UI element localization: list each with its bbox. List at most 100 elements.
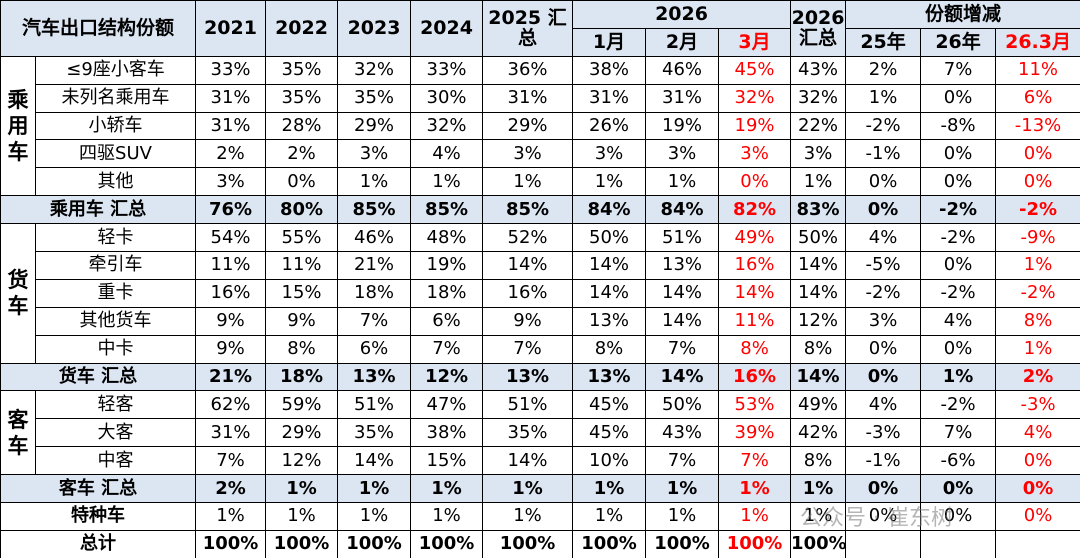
value-cell: 35% bbox=[337, 83, 412, 113]
table-row: 乘用车 汇总 76% 80% 85% 85% 85% 84% 84% 82% 83% 0% -2% -2… bbox=[0, 195, 1080, 225]
group-label: 乘用车 bbox=[0, 55, 36, 197]
value-cell: 35% bbox=[265, 55, 339, 85]
value-cell: 2% bbox=[195, 474, 267, 504]
value-cell: 19% bbox=[410, 251, 484, 280]
total-label: 乘用车 汇总 bbox=[0, 195, 197, 225]
value-cell: 21% bbox=[195, 362, 267, 392]
value-cell: 84% bbox=[572, 195, 647, 225]
value-cell: 1% bbox=[645, 502, 720, 531]
value-cell: 1% bbox=[995, 334, 1080, 364]
table-row: 总计 100% 100% 100% 100% 100% 100% 100% 100% 100% bbox=[0, 529, 1080, 558]
value-cell: 3% bbox=[718, 139, 792, 169]
value-cell: 0% bbox=[920, 167, 997, 197]
value-cell: 1% bbox=[718, 474, 792, 504]
value-cell: 13% bbox=[337, 362, 412, 392]
value-cell: 80% bbox=[265, 195, 339, 225]
value-cell: 39% bbox=[718, 418, 792, 448]
header-2026: 2026 bbox=[572, 0, 792, 29]
value-cell: 13% bbox=[572, 362, 647, 392]
value-cell: 100% bbox=[265, 529, 339, 558]
value-cell: 50% bbox=[645, 390, 720, 420]
header-month: 1月 bbox=[572, 27, 647, 57]
value-cell: 21% bbox=[337, 251, 412, 280]
value-cell: 14% bbox=[645, 362, 720, 392]
table-row: 中卡 9% 8% 6% 7% 7% 8% 7% 8% 8% 0% 0% 1% bbox=[1, 334, 1080, 364]
value-cell: 4% bbox=[410, 139, 484, 169]
row-label: 重卡 bbox=[34, 278, 197, 308]
header-year: 2024 bbox=[410, 0, 484, 57]
table-row: 牵引车 11% 11% 21% 19% 14% 14% 13% 16% 14% -5% 0% 1% bbox=[1, 251, 1080, 280]
value-cell: 1% bbox=[195, 502, 267, 531]
value-cell: -2% bbox=[920, 223, 997, 253]
value-cell: 0% bbox=[995, 167, 1080, 197]
special-label: 特种车 bbox=[0, 502, 197, 531]
header-2026-total: 2026 汇总 bbox=[790, 0, 847, 57]
value-cell: 85% bbox=[482, 195, 574, 225]
value-cell: 32% bbox=[790, 83, 847, 113]
value-cell: 7% bbox=[195, 446, 267, 476]
value-cell: 0% bbox=[920, 502, 997, 531]
value-cell: 31% bbox=[482, 83, 574, 113]
value-cell: 13% bbox=[572, 306, 647, 336]
value-cell: 4% bbox=[845, 390, 922, 420]
value-cell: 100% bbox=[645, 529, 720, 558]
value-cell: 7% bbox=[920, 418, 997, 448]
value-cell: -1% bbox=[845, 446, 922, 476]
value-cell: 32% bbox=[718, 83, 792, 113]
value-cell: 1% bbox=[410, 502, 484, 531]
value-cell: 49% bbox=[718, 223, 792, 253]
value-cell: 15% bbox=[410, 446, 484, 476]
value-cell: 16% bbox=[718, 362, 792, 392]
value-cell: 6% bbox=[337, 334, 412, 364]
value-cell: 1% bbox=[845, 83, 922, 113]
header-month: 2月 bbox=[645, 27, 720, 57]
value-cell: 3% bbox=[790, 139, 847, 169]
value-cell: -2% bbox=[995, 195, 1080, 225]
value-cell: 8% bbox=[790, 334, 847, 364]
value-cell: 85% bbox=[410, 195, 484, 225]
value-cell: -8% bbox=[920, 111, 997, 141]
header-change: 份额增减 bbox=[845, 0, 1080, 29]
value-cell: 7% bbox=[645, 446, 720, 476]
value-cell: 1% bbox=[482, 474, 574, 504]
value-cell: 14% bbox=[790, 251, 847, 280]
value-cell: 8% bbox=[995, 306, 1080, 336]
value-cell: 7% bbox=[337, 306, 412, 336]
value-cell: 19% bbox=[645, 111, 720, 141]
value-cell: 82% bbox=[718, 195, 792, 225]
table-row: 小轿车 31% 28% 29% 32% 29% 26% 19% 19% 22% -2% -8% -13% bbox=[1, 111, 1080, 141]
value-cell: 0% bbox=[995, 139, 1080, 169]
table-row: 特种车 1% 1% 1% 1% 1% 1% 1% 1% 1% 0% 0% 0% bbox=[0, 502, 1080, 531]
value-cell: 1% bbox=[572, 474, 647, 504]
value-cell: 7% bbox=[410, 334, 484, 364]
value-cell: 1% bbox=[995, 251, 1080, 280]
value-cell: 14% bbox=[482, 251, 574, 280]
value-cell: 18% bbox=[337, 278, 412, 308]
value-cell: 51% bbox=[645, 223, 720, 253]
value-cell: 46% bbox=[337, 223, 412, 253]
value-cell: 35% bbox=[482, 418, 574, 448]
row-label: 大客 bbox=[34, 418, 197, 448]
value-cell: 3% bbox=[845, 306, 922, 336]
value-cell: 100% bbox=[195, 529, 267, 558]
value-cell: 1% bbox=[410, 474, 484, 504]
value-cell: 11% bbox=[995, 55, 1080, 85]
value-cell: 0% bbox=[845, 502, 922, 531]
value-cell: 59% bbox=[265, 390, 339, 420]
value-cell: 1% bbox=[572, 502, 647, 531]
value-cell: 8% bbox=[718, 334, 792, 364]
group-label: 客车 bbox=[0, 390, 36, 476]
value-cell: 1% bbox=[790, 167, 847, 197]
value-cell: 3% bbox=[337, 139, 412, 169]
value-cell: 0% bbox=[845, 167, 922, 197]
value-cell: 43% bbox=[645, 418, 720, 448]
row-label: 轻客 bbox=[34, 390, 197, 420]
value-cell: 52% bbox=[482, 223, 574, 253]
value-cell: 3% bbox=[645, 139, 720, 169]
header-month: 3月 bbox=[718, 27, 792, 57]
value-cell: 9% bbox=[265, 306, 339, 336]
value-cell: 15% bbox=[265, 278, 339, 308]
value-cell: -2% bbox=[995, 278, 1080, 308]
value-cell: 0% bbox=[718, 167, 792, 197]
value-cell: 1% bbox=[482, 502, 574, 531]
